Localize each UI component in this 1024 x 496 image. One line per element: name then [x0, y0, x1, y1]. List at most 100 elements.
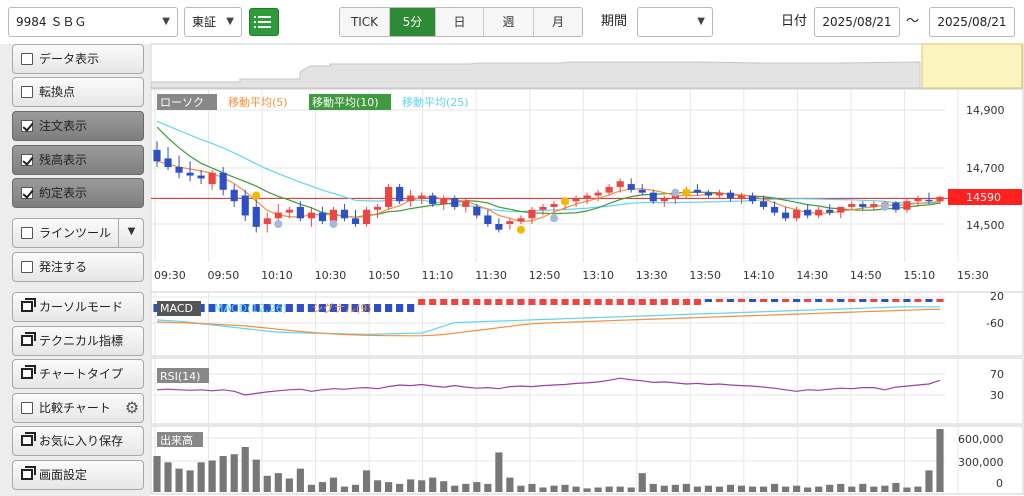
cursor-mode-button[interactable]: カーソルモード	[12, 292, 144, 322]
macd-histogram-bar	[605, 299, 613, 305]
macd-histogram-bar	[594, 299, 602, 305]
candle-body	[484, 215, 492, 224]
technical-indicator-button[interactable]: テクニカル指標	[12, 326, 144, 356]
screen-settings-button[interactable]: 画面設定	[12, 460, 144, 490]
date-to-input[interactable]: 2025/08/21	[929, 7, 1015, 37]
time-tick-label: 09:30	[154, 269, 186, 282]
window-icon	[21, 432, 36, 446]
candle-body	[495, 224, 503, 230]
candle-body	[848, 204, 856, 207]
volume-bar	[704, 485, 712, 492]
volume-bar	[539, 487, 547, 492]
macd-histogram-bar	[561, 299, 569, 305]
macd-histogram-bar	[715, 299, 724, 302]
checkbox[interactable]	[21, 261, 33, 273]
time-tick-label: 15:10	[903, 269, 935, 282]
gear-icon[interactable]: ⚙	[124, 398, 140, 417]
checkbox-checked[interactable]	[21, 154, 33, 166]
date-from-input[interactable]: 2025/08/21	[814, 7, 900, 37]
candle-body	[748, 195, 757, 202]
chevron-down-icon[interactable]: ▼	[118, 218, 144, 248]
volume-bar	[362, 470, 371, 492]
rsi-panel[interactable]	[150, 357, 1024, 425]
interval-month[interactable]: 月	[534, 8, 582, 36]
candle-body	[914, 198, 922, 202]
checkbox[interactable]	[21, 53, 33, 65]
checkbox[interactable]	[21, 86, 33, 98]
volume-bar	[373, 480, 382, 492]
date-separator: 〜	[906, 14, 920, 29]
macd-histogram-bar	[296, 304, 304, 312]
candle-body	[936, 196, 944, 202]
execution-marker	[274, 220, 283, 228]
button-label: 残高表示	[39, 153, 88, 167]
price-panel[interactable]	[150, 88, 1024, 293]
volume-tick-300000: 300,000	[958, 456, 1004, 469]
rsi-tick-70: 70	[990, 368, 1004, 381]
candle-body	[892, 202, 900, 210]
overview-window[interactable]	[921, 43, 1023, 89]
macd-histogram-bar	[407, 304, 415, 312]
macd-histogram-bar	[484, 299, 492, 305]
candle-body	[307, 212, 315, 219]
interval-5min[interactable]: 5分	[390, 8, 436, 36]
macd-histogram-bar	[539, 299, 547, 305]
candle-body	[164, 158, 172, 167]
volume-bar	[318, 482, 327, 492]
balance-display-toggle[interactable]: 残高表示	[12, 145, 144, 175]
interval-week[interactable]: 週	[484, 8, 534, 36]
period-select[interactable]: ▼	[637, 7, 713, 37]
legend-candle: ローソク	[160, 96, 204, 109]
macd-histogram-bar	[197, 304, 205, 312]
macd-histogram-bar	[804, 299, 812, 302]
time-tick-label: 13:10	[582, 269, 614, 282]
checkbox-checked[interactable]	[21, 120, 33, 132]
interval-tick[interactable]: TICK	[340, 8, 390, 36]
volume-bar	[616, 486, 624, 492]
volume-bar	[759, 486, 768, 492]
chart-type-button[interactable]: チャートタイプ	[12, 359, 144, 389]
turning-point-toggle[interactable]: 転換点	[12, 77, 144, 107]
volume-bar	[296, 468, 304, 492]
candle-body	[429, 195, 437, 205]
macd-histogram-bar	[881, 299, 889, 302]
checkbox-checked[interactable]	[21, 187, 33, 199]
macd-histogram-bar	[495, 299, 503, 305]
list-view-button[interactable]	[249, 8, 279, 36]
volume-bar	[153, 456, 161, 492]
macd-histogram-bar	[219, 304, 227, 312]
checkbox[interactable]	[21, 227, 33, 239]
interval-day[interactable]: 日	[436, 8, 484, 36]
market-select[interactable]: 東証 ▼	[184, 7, 242, 37]
compare-chart-toggle[interactable]: 比較チャート ⚙	[12, 393, 144, 423]
execution-display-toggle[interactable]: 約定表示	[12, 178, 144, 208]
list-icon-line	[254, 26, 271, 28]
candle-body	[793, 209, 801, 219]
place-order-toggle[interactable]: 発注する	[12, 252, 144, 282]
price-tick-14900: 14,900	[966, 104, 1005, 117]
volume-bar	[881, 485, 889, 492]
order-display-toggle[interactable]: 注文表示	[12, 111, 144, 141]
candle-body	[230, 189, 238, 202]
button-label: 比較チャート	[39, 401, 111, 415]
plot-layer	[151, 120, 948, 492]
candle-body	[263, 218, 271, 224]
macd-histogram-bar	[704, 299, 712, 302]
volume-bar	[230, 454, 238, 492]
overview-navigator[interactable]	[150, 43, 1024, 89]
legend-volume: 出来高	[160, 433, 193, 447]
current-price-label: 14590	[966, 191, 1001, 204]
volume-panel[interactable]	[150, 425, 1024, 495]
line-tool-toggle[interactable]: ラインツール ▼	[12, 218, 144, 248]
macd-histogram-bar	[936, 299, 944, 302]
symbol-select[interactable]: 9984 ＳＢＧ ▼	[8, 7, 178, 37]
macd-histogram-bar	[362, 304, 371, 312]
save-favorite-button[interactable]: お気に入り保存	[12, 426, 144, 456]
data-display-toggle[interactable]: データ表示	[12, 44, 144, 74]
candle-body	[770, 206, 779, 213]
chevron-down-icon: ▼	[697, 16, 705, 27]
current-price-badge	[948, 189, 1022, 205]
checkbox[interactable]	[21, 402, 33, 414]
